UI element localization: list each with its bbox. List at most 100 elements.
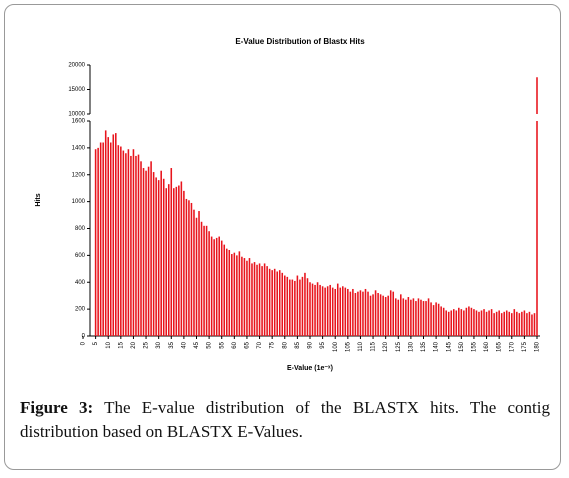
bar — [442, 307, 445, 336]
x-tick-label: 130 — [408, 341, 414, 352]
x-tick-label: 150 — [459, 341, 465, 352]
x-tick-label: 160 — [484, 341, 490, 352]
bar — [326, 286, 329, 336]
bar — [452, 309, 455, 336]
x-tick-label: 80 — [282, 341, 288, 348]
bar — [498, 310, 500, 336]
bar — [253, 262, 256, 336]
bar — [299, 279, 301, 336]
bar — [140, 161, 142, 336]
x-tick-label: 140 — [434, 341, 440, 352]
y-tick-label: 1000 — [72, 199, 86, 205]
bar — [505, 310, 508, 336]
bar — [510, 313, 513, 336]
bar — [536, 121, 538, 336]
bar — [117, 145, 120, 336]
bar — [281, 272, 284, 336]
bar — [344, 287, 347, 336]
caption: Figure 3: The E-value distribution of th… — [20, 396, 550, 444]
bar — [137, 154, 140, 336]
x-tick-label: 155 — [472, 341, 478, 352]
bar — [104, 130, 107, 336]
y-axis-label: Hits — [35, 193, 42, 206]
bar — [321, 286, 324, 336]
bar — [379, 294, 382, 336]
bar — [420, 299, 422, 336]
bar — [243, 258, 246, 336]
bar — [248, 258, 251, 336]
bar — [508, 311, 511, 336]
bar — [263, 263, 266, 336]
bar — [178, 185, 180, 336]
x-tick-label: 5 — [93, 341, 99, 345]
bar — [120, 146, 122, 336]
bar — [152, 172, 155, 336]
bar — [238, 251, 241, 336]
bar — [521, 311, 523, 336]
bar — [115, 133, 117, 336]
bar — [336, 283, 339, 336]
bar — [183, 190, 185, 336]
bar — [500, 313, 503, 336]
bar — [430, 302, 432, 336]
x-tick-label: 40 — [181, 341, 187, 348]
bar — [261, 266, 263, 336]
bar — [369, 295, 372, 336]
bar — [435, 302, 437, 336]
bar — [228, 250, 231, 336]
bar — [465, 307, 468, 336]
bar — [432, 305, 435, 336]
y-tick-label: 800 — [75, 226, 86, 232]
bar — [150, 161, 152, 336]
bar — [402, 298, 405, 336]
x-tick-label: 115 — [371, 341, 377, 351]
bar — [304, 272, 306, 336]
bar — [291, 279, 294, 336]
y-tick-label: 600 — [75, 253, 86, 259]
bar — [309, 282, 311, 336]
bar — [122, 150, 125, 336]
x-tick-label: 65 — [245, 341, 251, 348]
bar — [278, 270, 281, 336]
y-tick-label: 0 — [82, 334, 86, 340]
bar — [349, 291, 352, 336]
bar — [107, 137, 110, 336]
bar — [294, 280, 296, 336]
bar — [135, 155, 137, 336]
bar — [463, 310, 465, 336]
bar — [198, 211, 200, 336]
x-tick-label: 25 — [144, 341, 150, 348]
bar — [276, 271, 278, 336]
x-tick-label: 135 — [421, 341, 427, 352]
x-tick-label: 180 — [535, 341, 541, 352]
x-tick-label: 145 — [446, 341, 452, 352]
bar — [306, 278, 309, 336]
bar — [389, 290, 392, 336]
bar — [213, 239, 215, 336]
bar — [286, 276, 289, 336]
bar — [94, 149, 97, 336]
bar — [319, 284, 321, 336]
bar — [410, 299, 412, 336]
bar — [195, 217, 198, 336]
bar — [450, 310, 453, 336]
bar — [102, 142, 104, 336]
bar — [516, 311, 518, 336]
bar — [407, 297, 410, 336]
x-tick-label: 105 — [345, 341, 351, 352]
bar — [400, 294, 402, 336]
bar — [342, 286, 344, 336]
bar — [468, 306, 470, 336]
bar — [427, 298, 430, 336]
x-tick-label: 35 — [169, 341, 175, 348]
bar — [475, 310, 478, 336]
bar — [251, 263, 253, 336]
bar — [425, 301, 427, 336]
x-tick-label: 50 — [207, 341, 213, 348]
bar — [334, 288, 337, 336]
bar — [215, 237, 218, 336]
bar — [473, 309, 475, 336]
chart-title: E-Value Distribution of Blastx Hits — [235, 37, 365, 46]
bar — [518, 313, 521, 336]
bar — [384, 297, 387, 336]
